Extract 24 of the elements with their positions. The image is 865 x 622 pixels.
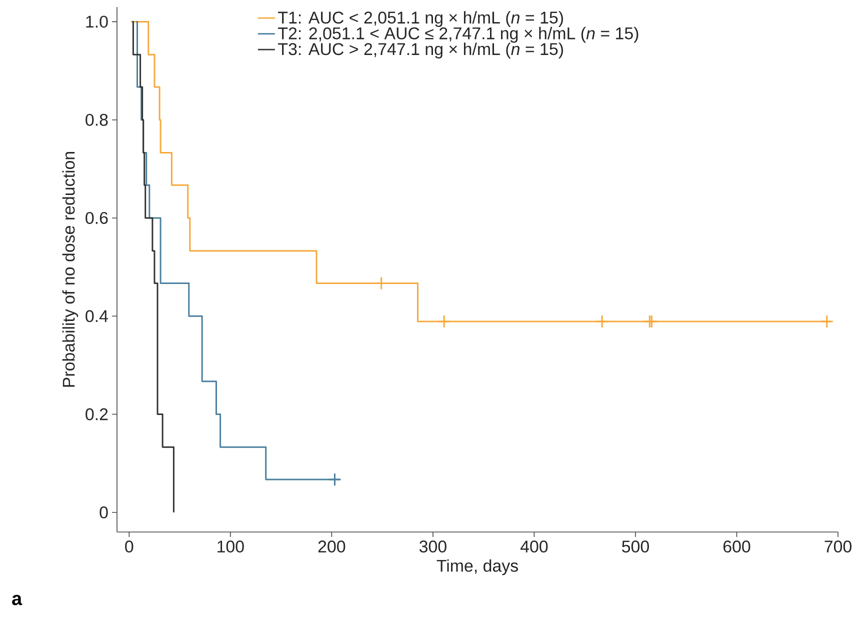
x-tick-label: 700 (824, 540, 852, 553)
legend-label: T2: 2,051.1 < AUC ≤ 2,747.1 ng × h/mL (n = 15) (278, 26, 638, 43)
y-tick-label: 0.4 (86, 310, 108, 322)
point (328, 472, 342, 486)
x-tick-label: 600 (723, 540, 750, 553)
point (437, 314, 451, 328)
y-tick-label: 0 (100, 506, 108, 518)
point (820, 314, 834, 328)
x-tick-label: 200 (318, 540, 346, 553)
y-tick-label: 0.2 (86, 408, 108, 420)
x-tick-label: 400 (520, 540, 548, 553)
y-tick-label: 1.0 (86, 16, 108, 28)
point (595, 314, 609, 328)
legend-label: T1: AUC < 2,051.1 ng × h/mL (n = 15) (278, 11, 563, 27)
x-tick-label: 0 (125, 540, 134, 553)
text: a (12, 594, 22, 606)
x-axis-title: Time, days (436, 559, 518, 576)
y-tick-label: 0.6 (86, 212, 108, 224)
x-tick-label: 100 (218, 540, 244, 553)
x-tick-label: 300 (419, 540, 446, 553)
y-axis-title: Probability of no dose reduction (62, 152, 78, 387)
x-tick-label: 500 (622, 540, 649, 553)
y-tick-label: 0.8 (86, 114, 108, 126)
legend-label: T3: AUC > 2,747.1 ng × h/mL (n = 15) (278, 42, 563, 58)
